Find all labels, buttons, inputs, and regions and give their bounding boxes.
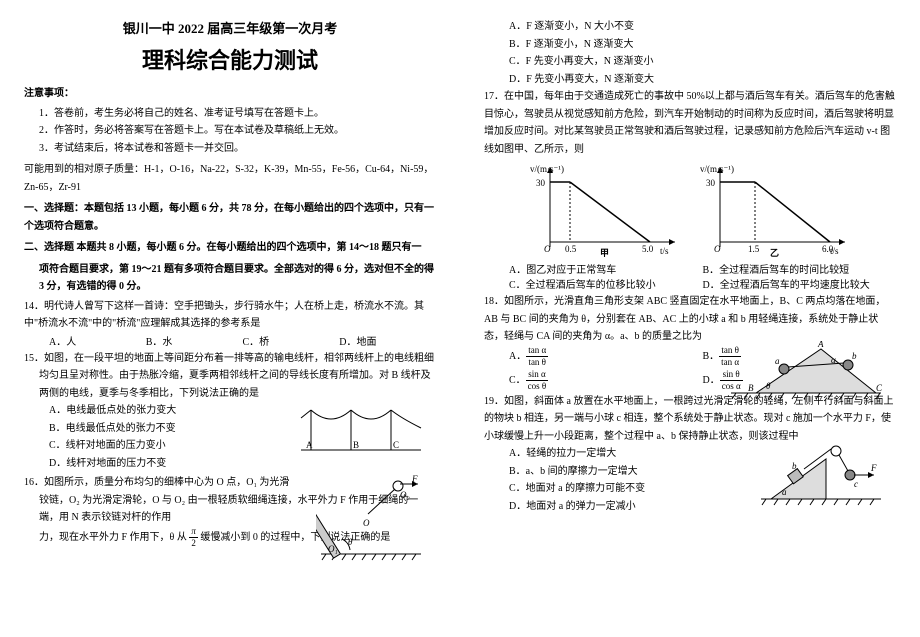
notice-1: 1．答卷前，考生务必将自己的姓名、准考证号填写在答题卡上。 (24, 105, 436, 123)
svg-text:t/s: t/s (660, 246, 669, 256)
svg-text:1.5: 1.5 (748, 244, 760, 254)
q17-opt-b: B．全过程酒后驾车的时间比较短 (703, 261, 897, 276)
q17-opt-c: C．全过程酒后驾车的位移比较小 (509, 276, 703, 291)
svg-text:乙: 乙 (770, 248, 779, 257)
svg-text:v/(m·s⁻¹): v/(m·s⁻¹) (530, 164, 564, 174)
svg-text:v/(m·s⁻¹): v/(m·s⁻¹) (700, 164, 734, 174)
svg-text:5.0: 5.0 (642, 244, 654, 254)
svg-text:C: C (876, 383, 883, 393)
section-2a: 二、选择题 本题共 8 小题，每小题 6 分。在每小题给出的四个选项中，第 14… (24, 239, 436, 257)
q18-stem: 18．如图所示，光滑直角三角形支架 ABC 竖直固定在水平地面上，B、C 两点均… (484, 293, 896, 346)
svg-text:α: α (831, 355, 836, 365)
q14-opt-a: A．人 (49, 333, 146, 348)
svg-text:O: O (544, 244, 551, 254)
q15-stem-b: 均匀且呈对称性。由于热胀冷缩，夏季两相邻线杆之间的导线长度有所增加。对 B 线杆… (24, 367, 436, 402)
q14-opt-b: B．水 (146, 333, 243, 348)
svg-text:O₂: O₂ (400, 490, 410, 500)
title-sub: 银川一中 2022 届高三年级第一次月考 (24, 18, 436, 37)
q14-stem: 14．明代诗人曾写下这样一首诗：空手把锄头，步行骑水牛；人在桥上走，桥流水不流。… (24, 298, 436, 333)
q18-opt-a: A．tan αtan θ (509, 346, 703, 367)
svg-text:θ: θ (766, 381, 771, 391)
svg-text:30: 30 (536, 178, 546, 188)
q16-stem-c: 力，现在水平外力 F 作用下，θ 从 (39, 531, 187, 542)
notice-3: 3．考试结束后，将本试卷和答题卡一并交回。 (24, 140, 436, 158)
q18-opt-c: C．sin αcos θ (509, 370, 703, 391)
notice-heading: 注意事项： (24, 85, 436, 103)
q16-opt-d: D．F 先变小再变大，N 逐渐变大 (484, 71, 896, 89)
svg-text:b: b (792, 461, 797, 471)
q14-opt-c: C．桥 (243, 333, 340, 348)
svg-text:O₁: O₁ (328, 544, 338, 554)
svg-text:t/s: t/s (830, 246, 839, 256)
svg-text:A: A (817, 341, 824, 349)
q17-stem: 17．在中国，每年由于交通造成死亡的事故中 50%以上都与酒后驾车有关。酒后驾车… (484, 88, 896, 158)
q16-frac: π 2 (189, 527, 198, 548)
q19-figure: F b a c (756, 437, 886, 509)
svg-text:甲: 甲 (600, 248, 609, 257)
svg-text:B: B (748, 383, 754, 393)
q15-figure: A B C (296, 400, 426, 458)
svg-text:0.5: 0.5 (565, 244, 577, 254)
q17-opt-a: A．图乙对应于正常驾车 (509, 261, 703, 276)
svg-text:A: A (306, 440, 313, 450)
q16-figure: F O₂ O O₁ θ (316, 474, 426, 564)
q17-chart-right: 30 1.5 6.0 O v/(m·s⁻¹) t/s 乙 (700, 162, 850, 257)
svg-text:30: 30 (706, 178, 716, 188)
svg-text:O: O (363, 518, 370, 528)
atom-masses: 可能用到的相对原子质量：H-1，O-16，Na-22，S-32，K-39，Mn-… (24, 161, 436, 196)
notice-2: 2．作答时，务必将答案写在答题卡上。写在本试卷及草稿纸上无效。 (24, 122, 436, 140)
svg-text:θ: θ (348, 537, 353, 547)
q15-stem-a: 15．如图，在一段平坦的地面上等间距分布着一排等高的输电线杆，相邻两线杆上的电线… (24, 350, 436, 368)
section-2b: 项符合题目要求，第 19～21 题有多项符合题目要求。全部选对的得 6 分，选对… (24, 261, 436, 296)
q17-opt-d: D．全过程酒后驾车的平均速度比较大 (703, 276, 897, 291)
svg-text:c: c (854, 479, 858, 489)
q14-opt-d: D．地面 (339, 333, 436, 348)
svg-text:a: a (782, 487, 787, 497)
svg-text:B: B (353, 440, 359, 450)
q17-chart-left: 30 0.5 5.0 O v/(m·s⁻¹) t/s 甲 (530, 162, 680, 257)
svg-text:a: a (775, 356, 780, 366)
svg-text:F: F (870, 463, 877, 473)
section-1: 一、选择题：本题包括 13 小题，每小题 6 分，共 78 分，在每小题给出的四… (24, 200, 436, 235)
svg-text:b: b (852, 351, 857, 361)
q16-opt-c: C．F 先变小再变大，N 逐渐变小 (484, 53, 896, 71)
q17-charts: 30 0.5 5.0 O v/(m·s⁻¹) t/s 甲 30 1.5 6.0 … (484, 162, 896, 257)
q16-opt-b: B．F 逐渐变小，N 逐渐变大 (484, 36, 896, 54)
title-main: 理科综合能力测试 (24, 43, 436, 75)
svg-text:F: F (411, 474, 418, 484)
svg-text:O: O (714, 244, 721, 254)
q16-opt-a: A．F 逐渐变小，N 大小不变 (484, 18, 896, 36)
svg-text:C: C (393, 440, 399, 450)
